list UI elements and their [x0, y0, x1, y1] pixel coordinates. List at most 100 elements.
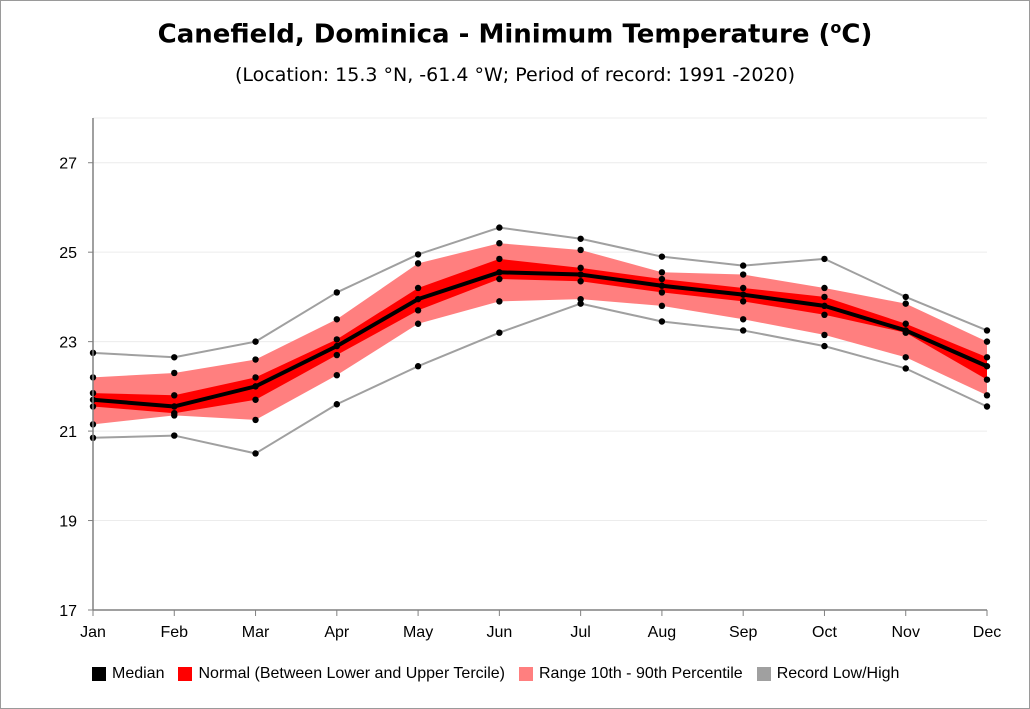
- normal-upper-point: [171, 392, 178, 399]
- record-high-point: [496, 224, 503, 231]
- range-lower-point: [902, 354, 909, 361]
- record-high-point: [252, 338, 259, 345]
- normal-lower-point: [333, 351, 341, 359]
- record-low-point: [414, 363, 422, 370]
- x-tick-label: Jan: [80, 624, 106, 641]
- normal-lower-point: [658, 289, 666, 296]
- record-high-point: [577, 235, 584, 242]
- median-point: [821, 302, 828, 310]
- range-lower-point: [333, 371, 341, 379]
- record-low-point: [333, 401, 341, 408]
- range-upper-point: [252, 356, 259, 363]
- legend-label: Median: [112, 665, 165, 682]
- median-point: [414, 295, 422, 303]
- record-low-point: [577, 300, 584, 307]
- record-low-point: [252, 450, 259, 457]
- normal-upper-point: [414, 284, 422, 292]
- median-point: [658, 282, 666, 289]
- range-upper-point: [821, 284, 828, 292]
- legend-label: Normal (Between Lower and Upper Tercile): [198, 665, 505, 682]
- record-high-point: [983, 327, 991, 334]
- legend-item: Range 10th - 90th Percentile: [519, 665, 743, 683]
- legend-item: Normal (Between Lower and Upper Tercile): [178, 665, 505, 683]
- record-high-point: [902, 293, 909, 301]
- range-upper-point: [577, 246, 584, 254]
- median-line: [92, 270, 988, 409]
- normal-lower-point: [252, 396, 259, 403]
- record-low-point: [983, 403, 991, 410]
- record-low-point: [739, 327, 747, 334]
- range-lower-point: [577, 295, 584, 303]
- record-high-point: [821, 255, 828, 263]
- median-point: [902, 327, 909, 334]
- y-tick-label: 23: [59, 335, 77, 352]
- normal-lower-point: [577, 278, 584, 285]
- legend: Median Normal (Between Lower and Upper Te…: [92, 665, 992, 683]
- record-low-point: [658, 318, 666, 325]
- normal-lower-point: [821, 311, 828, 318]
- range-band: [93, 243, 987, 425]
- range-lower-point: [983, 392, 991, 399]
- normal-upper-point: [739, 284, 747, 292]
- median-point: [333, 342, 341, 350]
- chart-title: Canefield, Dominica - Minimum Temperatur…: [157, 18, 873, 50]
- legend-swatch: [92, 667, 106, 681]
- median-point: [983, 363, 991, 370]
- range-upper-point: [414, 260, 422, 267]
- range-upper-point: [739, 271, 747, 278]
- record-high-point: [333, 289, 341, 296]
- record-low-point: [496, 329, 503, 336]
- range-upper-point: [983, 338, 991, 345]
- legend-label: Range 10th - 90th Percentile: [539, 665, 743, 682]
- record-high-point: [658, 253, 666, 260]
- legend-swatch: [519, 667, 533, 681]
- median-point: [577, 271, 584, 278]
- normal-upper-point: [983, 354, 991, 361]
- normal-upper-point: [252, 374, 259, 381]
- median-point: [171, 403, 178, 410]
- record-low-point: [171, 432, 178, 439]
- range-lower-point: [821, 331, 828, 339]
- range-upper-point: [333, 316, 341, 323]
- x-tick-label: Dec: [973, 624, 1001, 641]
- x-tick-label: May: [403, 624, 433, 641]
- range-upper-point: [658, 269, 666, 276]
- normal-upper-point: [333, 336, 341, 343]
- y-tick-label: 27: [59, 156, 77, 173]
- range-upper-point: [496, 240, 503, 247]
- normal-upper-point: [577, 264, 584, 272]
- y-tick-label: 25: [59, 245, 77, 262]
- median-point: [739, 291, 747, 298]
- x-tick-label: Nov: [892, 624, 920, 641]
- x-tick-label: Jun: [486, 624, 512, 641]
- normal-lower-point: [983, 376, 991, 383]
- record-high-line: [92, 226, 988, 359]
- normal-lower-point: [496, 275, 503, 283]
- normal-lower-point: [414, 307, 422, 314]
- x-tick-label: Jul: [570, 624, 590, 641]
- record-low-point: [821, 342, 828, 350]
- range-lower-point: [252, 416, 259, 424]
- y-tick-label: 19: [59, 514, 77, 531]
- legend-swatch: [178, 667, 193, 681]
- x-tick-label: Oct: [812, 624, 837, 641]
- range-upper-point: [171, 369, 178, 377]
- x-tick-label: Apr: [324, 624, 350, 641]
- median-point: [496, 269, 503, 276]
- normal-lower-point: [739, 298, 747, 305]
- normal-upper-point: [496, 255, 503, 263]
- median-point: [252, 383, 259, 390]
- x-tick-label: Feb: [160, 624, 188, 641]
- range-lower-point: [658, 302, 666, 310]
- x-tick-label: Sep: [729, 624, 758, 641]
- y-tick-label: 17: [59, 603, 77, 620]
- range-lower-point: [414, 320, 422, 327]
- normal-upper-point: [658, 275, 666, 283]
- x-tick-label: Mar: [242, 624, 270, 641]
- record-high-point: [739, 262, 747, 269]
- range-upper-point: [902, 300, 909, 307]
- y-tick-label: 21: [59, 424, 77, 441]
- record-low-line: [92, 302, 988, 455]
- legend-swatch: [756, 667, 771, 681]
